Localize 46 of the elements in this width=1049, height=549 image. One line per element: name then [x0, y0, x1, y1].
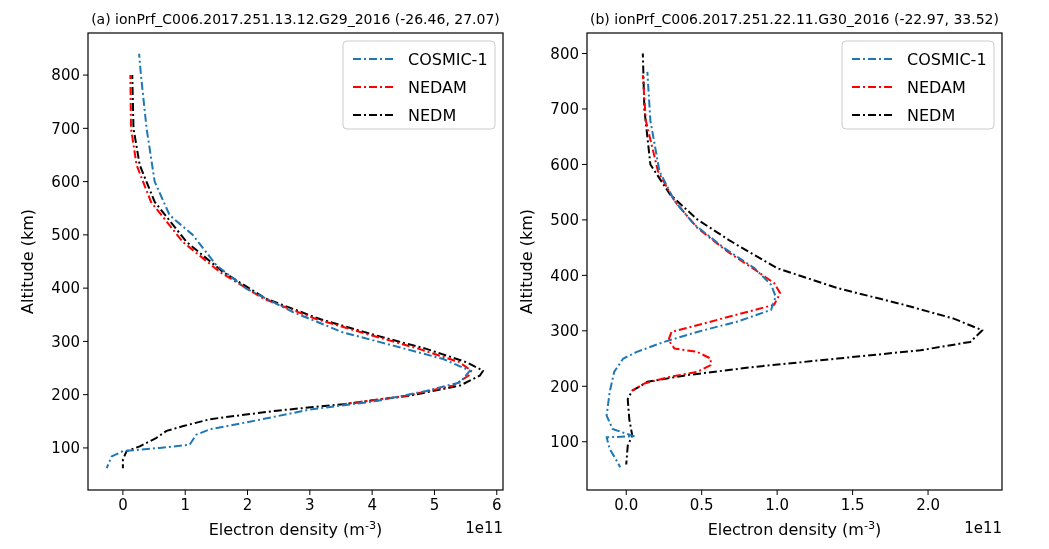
text: 1e11	[465, 519, 503, 537]
legend-label: NEDAM	[408, 77, 467, 97]
chart-title: (a) ionPrf_C006.2017.251.13.12.G29_2016 (-26.46, 27.07)	[91, 11, 500, 27]
x-tick-label: 2.0	[916, 496, 940, 514]
y-tick-label: 800	[550, 44, 579, 63]
x-tick-label: 3	[305, 496, 315, 514]
y-tick-label: 300	[51, 332, 80, 351]
x-axis-title: Electron density (m$^{-3}$)	[707, 518, 882, 539]
legend-label: COSMIC-1	[408, 49, 488, 69]
y-axis-title: Altitude (km)	[18, 209, 37, 314]
y-tick-label: 400	[51, 279, 80, 298]
x-tick-label: 0.0	[614, 496, 639, 514]
legend-label: NEDAM	[907, 77, 966, 97]
line-series	[605, 70, 777, 469]
y-tick-label: 700	[550, 100, 579, 119]
legend-label: NEDM	[408, 105, 457, 125]
y-tick-label: 700	[51, 119, 80, 138]
x-tick-label: 0.5	[689, 496, 714, 514]
legend-label: NEDM	[907, 105, 956, 125]
x-tick-label: 1.0	[765, 496, 790, 514]
line-series	[625, 52, 984, 466]
x-tick-label: 5	[429, 496, 440, 514]
x-tick-label: 0	[118, 496, 128, 514]
line-series	[631, 74, 782, 392]
y-tick-label: 200	[550, 377, 579, 396]
x-tick-label: 6	[492, 496, 502, 514]
y-axis-title: Altitude (km)	[517, 209, 536, 314]
y-tick-label: 200	[51, 385, 80, 404]
x-tick-label: 1	[180, 496, 190, 514]
x-tick-label: 2	[242, 496, 253, 514]
legend-label: COSMIC-1	[907, 49, 987, 69]
text: 1e11	[964, 519, 1002, 537]
y-tick-label: 100	[550, 433, 579, 451]
y-tick-label: 100	[51, 439, 80, 458]
x-tick-label: 1.5	[840, 496, 865, 514]
chart-title: (b) ionPrf_C006.2017.251.22.11.G30_2016 (-22.97, 33.52)	[590, 11, 999, 27]
line-series	[129, 74, 473, 406]
y-tick-label: 400	[550, 266, 579, 285]
y-tick-label: 800	[51, 66, 80, 85]
x-axis-title: Electron density (m$^{-3}$)	[208, 518, 383, 539]
y-tick-label: 600	[550, 155, 579, 174]
y-tick-label: 500	[550, 211, 579, 230]
y-tick-label: 600	[51, 172, 80, 191]
y-tick-label: 500	[51, 226, 80, 245]
y-tick-label: 300	[550, 322, 579, 341]
x-tick-label: 4	[367, 496, 377, 514]
